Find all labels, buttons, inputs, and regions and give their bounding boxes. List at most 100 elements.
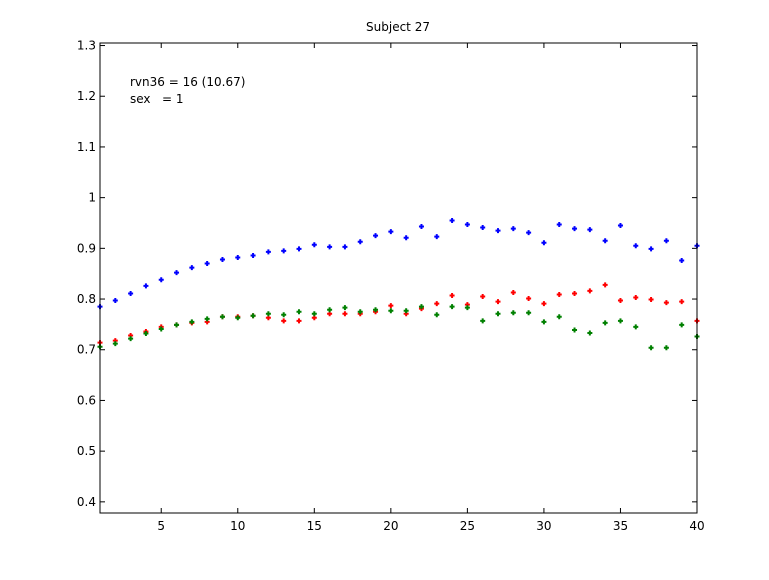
chart-title: Subject 27: [366, 20, 430, 34]
data-point: [434, 234, 440, 240]
data-point: [617, 298, 623, 304]
data-point: [526, 296, 532, 302]
data-point: [189, 319, 195, 325]
data-point: [265, 249, 271, 255]
data-point: [128, 336, 134, 342]
data-point: [633, 243, 639, 249]
data-point: [281, 318, 287, 324]
data-point: [480, 318, 486, 324]
data-point: [449, 217, 455, 223]
data-point: [541, 240, 547, 246]
x-tick-label: 5: [157, 519, 165, 533]
x-tick-label: 30: [536, 519, 551, 533]
data-point: [143, 331, 149, 337]
data-point: [189, 265, 195, 271]
data-point: [357, 309, 363, 315]
data-point: [495, 228, 501, 234]
data-point: [556, 291, 562, 297]
data-point: [480, 225, 486, 231]
data-point: [572, 226, 578, 232]
data-point: [648, 246, 654, 252]
data-point: [373, 307, 379, 313]
y-tick-label: 0.4: [77, 495, 96, 509]
x-tick-label: 10: [230, 519, 245, 533]
data-point: [403, 235, 409, 241]
y-tick-label: 0.9: [77, 241, 96, 255]
series-0: [97, 217, 700, 310]
y-tick-label: 0.5: [77, 444, 96, 458]
x-tick-label: 35: [613, 519, 628, 533]
data-point: [434, 312, 440, 318]
y-tick-label: 1.1: [77, 140, 96, 154]
data-point: [265, 311, 271, 317]
x-tick-label: 40: [689, 519, 704, 533]
x-tick-label: 25: [460, 519, 475, 533]
data-point: [510, 226, 516, 232]
y-tick-label: 1.3: [77, 39, 96, 53]
data-point: [663, 345, 669, 351]
data-point: [281, 312, 287, 318]
data-point: [464, 222, 470, 228]
y-tick-label: 1: [88, 191, 96, 205]
data-point: [541, 319, 547, 325]
data-point: [679, 299, 685, 305]
data-point: [434, 301, 440, 307]
data-point: [327, 307, 333, 313]
data-point: [495, 299, 501, 305]
data-point: [663, 300, 669, 306]
data-point: [235, 254, 241, 260]
data-point: [342, 311, 348, 317]
data-point: [219, 256, 225, 262]
data-point: [449, 292, 455, 298]
data-point: [250, 252, 256, 258]
data-point: [648, 297, 654, 303]
data-point: [541, 301, 547, 307]
data-point: [403, 308, 409, 314]
data-point: [526, 310, 532, 316]
data-point: [311, 311, 317, 317]
data-point: [342, 305, 348, 311]
data-point: [158, 326, 164, 332]
data-point: [510, 310, 516, 316]
data-point: [648, 345, 654, 351]
data-point: [128, 290, 134, 296]
data-point: [112, 298, 118, 304]
data-point: [587, 288, 593, 294]
data-point: [311, 242, 317, 248]
data-point: [204, 261, 210, 267]
data-point: [327, 244, 333, 250]
data-point: [480, 294, 486, 300]
data-point: [158, 277, 164, 283]
data-point: [572, 290, 578, 296]
data-point: [464, 305, 470, 311]
data-point: [342, 244, 348, 250]
data-point: [418, 224, 424, 230]
data-point: [235, 315, 241, 321]
data-point: [679, 322, 685, 328]
x-tick-label: 20: [383, 519, 398, 533]
data-point: [143, 283, 149, 289]
data-point: [556, 314, 562, 320]
data-point: [495, 311, 501, 317]
data-point: [357, 239, 363, 245]
data-point: [602, 282, 608, 288]
data-point: [281, 248, 287, 254]
data-point: [617, 318, 623, 324]
data-point: [418, 304, 424, 310]
data-point: [219, 314, 225, 320]
data-point: [174, 270, 180, 276]
data-point: [174, 322, 180, 328]
y-tick-label: 0.8: [77, 292, 96, 306]
data-points: [97, 217, 700, 351]
data-point: [250, 313, 256, 319]
data-point: [296, 309, 302, 315]
annotation-sex: sex = 1: [130, 92, 183, 106]
data-point: [602, 238, 608, 244]
data-point: [663, 238, 669, 244]
data-point: [388, 229, 394, 235]
data-point: [526, 230, 532, 236]
data-point: [587, 227, 593, 233]
y-tick-label: 0.6: [77, 393, 96, 407]
